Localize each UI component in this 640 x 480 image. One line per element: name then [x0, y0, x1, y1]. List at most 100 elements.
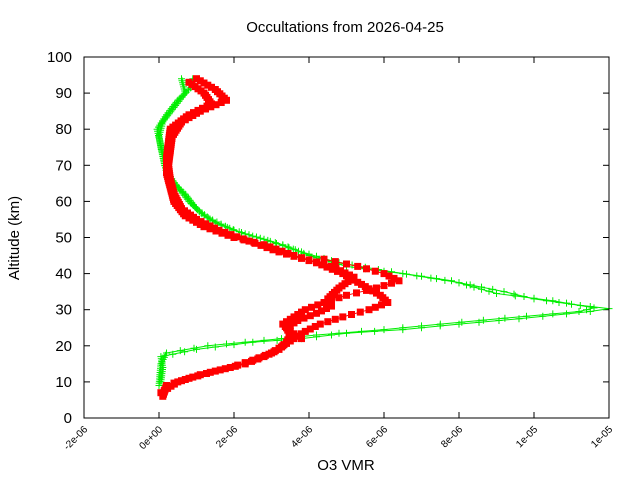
data-point: [363, 265, 370, 273]
data-point: [226, 364, 234, 371]
data-point: [583, 306, 590, 314]
data-point: [455, 279, 463, 287]
data-point: [358, 327, 365, 335]
data-point: [234, 361, 242, 369]
data-point: [350, 276, 358, 284]
data-point: [181, 116, 189, 124]
data-point: [354, 262, 362, 270]
data-point: [221, 228, 229, 236]
data-point: [290, 335, 298, 343]
y-axis-label: Altitude (km): [6, 196, 23, 280]
y-tick-label: 40: [55, 266, 72, 283]
data-point: [318, 261, 326, 269]
data-point: [300, 314, 308, 322]
data-point: [190, 344, 198, 352]
data-point: [543, 297, 550, 305]
data-point: [590, 304, 598, 312]
data-point: [354, 278, 362, 286]
data-point: [470, 283, 478, 291]
data-point: [215, 226, 223, 234]
data-point: [275, 344, 283, 352]
data-point: [373, 284, 380, 292]
data-point: [563, 310, 570, 318]
data-point: [313, 331, 320, 339]
data-point: [339, 313, 347, 321]
data-point: [343, 272, 350, 280]
data-point: [353, 289, 360, 297]
y-tick-label: 10: [55, 374, 72, 391]
y-tick-labels: 0 10 20 30 40 50 60 70 80 90 100: [47, 49, 72, 427]
data-point: [371, 267, 379, 275]
data-point: [193, 109, 200, 117]
data-point: [204, 342, 212, 350]
data-point: [294, 332, 302, 340]
data-point: [463, 281, 470, 289]
data-point: [314, 301, 322, 309]
data-point: [316, 320, 324, 328]
data-point: [257, 241, 265, 249]
data-point: [371, 303, 379, 311]
data-point: [334, 267, 341, 275]
data-point: [576, 302, 584, 309]
data-point: [294, 317, 302, 324]
data-point: [206, 222, 214, 230]
data-point: [207, 103, 215, 111]
data-point: [213, 218, 221, 226]
data-point: [331, 315, 339, 323]
data-point: [371, 327, 379, 335]
y-tick-label: 60: [55, 193, 72, 210]
data-point: [290, 330, 298, 338]
data-point: [217, 99, 225, 106]
data-point: [290, 252, 298, 260]
data-point: [418, 322, 425, 330]
data-point: [196, 77, 204, 85]
chart-title: Occultations from 2026-04-25: [246, 19, 444, 36]
data-point: [260, 336, 268, 344]
data-point: [279, 320, 287, 328]
data-point: [178, 75, 185, 83]
data-point: [489, 285, 497, 293]
data-point: [395, 277, 403, 285]
data-point: [575, 308, 583, 315]
data-point: [308, 303, 315, 311]
data-point: [241, 359, 249, 367]
data-point: [479, 316, 487, 324]
data-point: [324, 318, 332, 326]
data-point: [261, 351, 269, 359]
data-point: [378, 301, 385, 309]
data-point: [320, 299, 328, 306]
data-point: [385, 272, 393, 280]
data-point: [433, 275, 440, 283]
y-tick-label: 50: [55, 230, 72, 247]
data-point: [249, 356, 257, 364]
data-point: [241, 338, 249, 346]
data-point: [223, 340, 230, 348]
data-point: [328, 265, 336, 273]
data-point: [348, 311, 355, 318]
data-point: [268, 349, 275, 357]
data-point: [298, 308, 305, 316]
data-point: [298, 335, 305, 343]
y-tick-label: 20: [55, 338, 72, 355]
data-point: [320, 255, 328, 263]
data-point: [510, 290, 518, 298]
data-point: [245, 237, 253, 245]
data-point: [323, 263, 331, 271]
data-point: [323, 305, 330, 312]
data-point: [335, 329, 343, 337]
data-point: [301, 327, 309, 335]
data-point: [339, 270, 347, 278]
data-point: [239, 235, 247, 243]
data-point: [185, 114, 193, 122]
data-point: [202, 220, 209, 228]
data-point: [273, 336, 281, 344]
data-point: [202, 105, 209, 113]
data-point: [343, 260, 350, 268]
data-point: [209, 216, 217, 224]
data-point: [530, 294, 538, 302]
data-point: [238, 229, 245, 236]
data-point: [181, 376, 189, 383]
data-point: [298, 330, 305, 338]
plot-frame: [83, 56, 610, 419]
